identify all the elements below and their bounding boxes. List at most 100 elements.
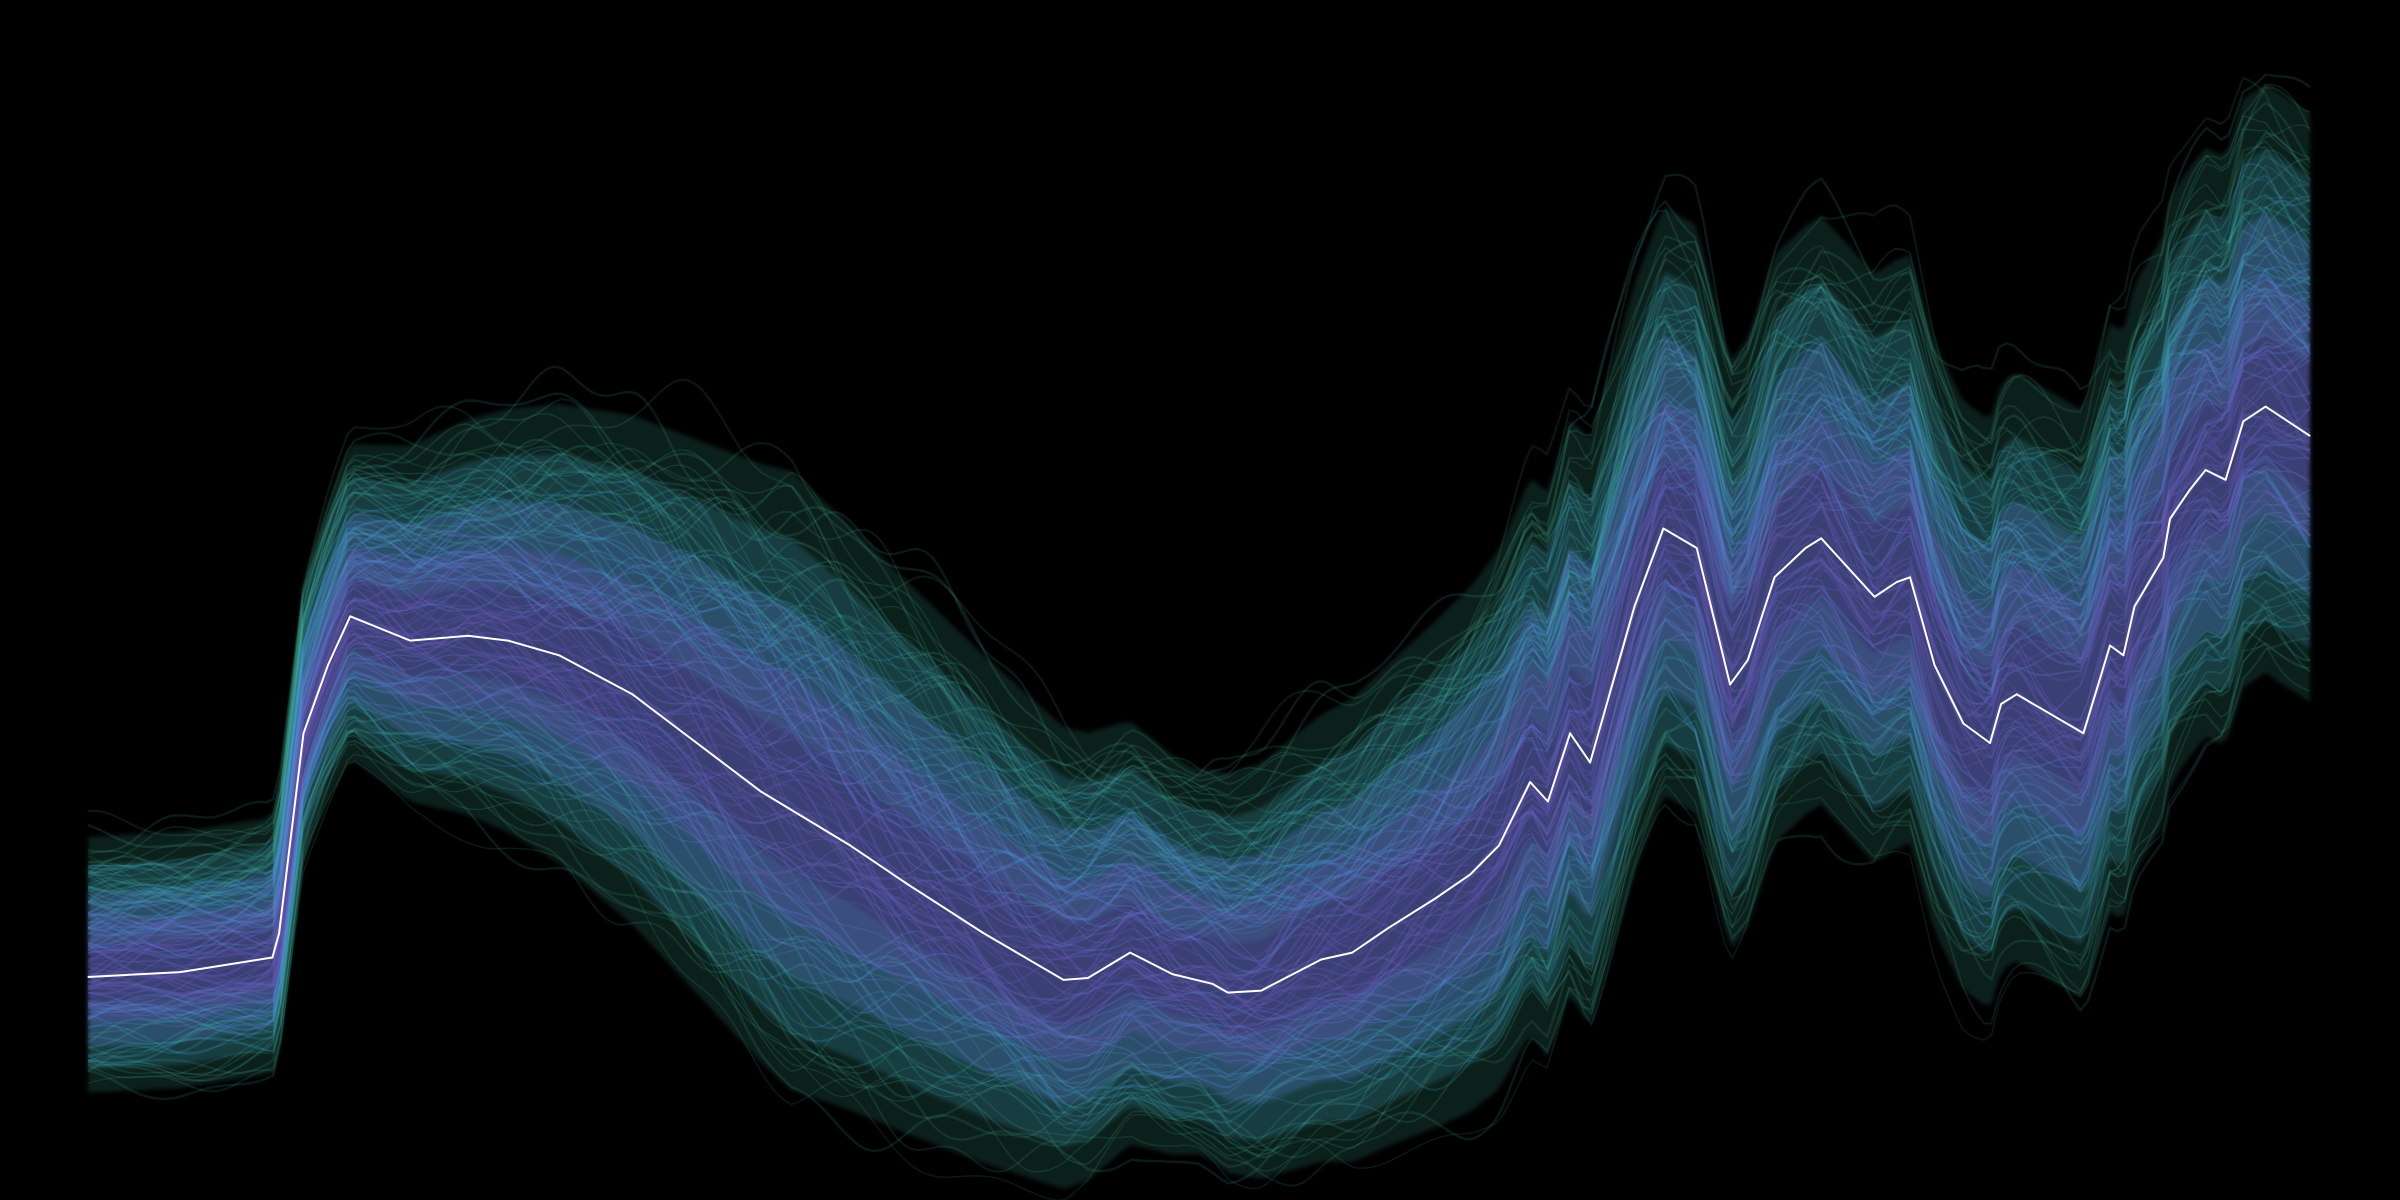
- ensemble-trace: [87, 259, 2311, 908]
- median-point-31: [1547, 800, 1549, 803]
- ensemble-trace: [87, 499, 2311, 1046]
- median-point-45: [1909, 576, 1911, 579]
- median-point-32: [1569, 732, 1571, 735]
- ensemble-band: [88, 84, 2310, 1189]
- ensemble-trace: [87, 344, 2311, 933]
- band-layer-4: [88, 334, 2310, 1033]
- ensemble-trace: [87, 606, 2311, 1139]
- median-point-4: [302, 732, 305, 735]
- ensemble-trace: [87, 616, 2311, 1185]
- ensemble-trace: [87, 266, 2311, 924]
- median-point-30: [1529, 781, 1531, 783]
- ensemble-trace: [87, 519, 2311, 1083]
- ensemble-trace: [87, 320, 2311, 989]
- median-point-11: [631, 693, 634, 696]
- median-point-34: [1633, 605, 1636, 608]
- ensemble-trace: [87, 267, 2311, 929]
- ensemble-trace: [87, 643, 2311, 1200]
- ensemble-trace: [87, 490, 2311, 1047]
- ensemble-trace: [87, 262, 2311, 951]
- ensemble-trace: [87, 76, 2311, 847]
- ensemble-trace: [87, 228, 2311, 904]
- ensemble-trace: [87, 617, 2311, 1124]
- median-point-42: [1851, 571, 1854, 574]
- median-point-54: [2122, 654, 2125, 657]
- ensemble-trace: [87, 73, 2311, 858]
- ensemble-trace: [87, 350, 2311, 944]
- ensemble-trace: [87, 454, 2311, 1054]
- ensemble-trace: [87, 321, 2311, 953]
- ensemble-trace: [87, 637, 2311, 1169]
- median-point-61: [2242, 420, 2245, 423]
- ensemble-trace: [87, 131, 2312, 896]
- ensemble-trace: [87, 316, 2311, 974]
- median-point-60: [2224, 479, 2227, 481]
- ensemble-trace: [87, 288, 2311, 946]
- ensemble-trace: [87, 101, 2312, 893]
- median-point-18: [1087, 977, 1089, 979]
- median-point-24: [1320, 958, 1322, 961]
- median-point-36: [1695, 547, 1698, 549]
- ensemble-trace: [87, 487, 2311, 1051]
- median-point-48: [1989, 742, 1991, 744]
- ensemble-trace: [87, 464, 2311, 1049]
- ensemble-trace: [87, 208, 2311, 904]
- ensemble-trace: [87, 302, 2311, 931]
- median-point-50: [2015, 693, 2018, 696]
- ensemble-trace: [87, 423, 2311, 1030]
- ensemble-trace: [87, 614, 2311, 1157]
- ensemble-trace: [87, 206, 2311, 875]
- median-point-53: [2109, 644, 2111, 647]
- median-point-26: [1387, 927, 1389, 930]
- median-point-16: [982, 932, 985, 934]
- ensemble-trace: [87, 294, 2311, 921]
- ensemble-trace: [87, 214, 2311, 903]
- ensemble-trace: [87, 279, 2311, 949]
- ensemble-trace: [87, 205, 2311, 921]
- ensemble-trace: [87, 369, 2311, 977]
- median-point-1: [179, 971, 181, 973]
- median-point-51: [2049, 713, 2051, 715]
- ensemble-trace: [87, 555, 2311, 1159]
- ensemble-trace: [87, 627, 2311, 1187]
- ensemble-trace: [87, 140, 2311, 906]
- median-point-25: [1351, 951, 1354, 954]
- ensemble-trace: [87, 443, 2311, 1034]
- ensemble-trace: [87, 340, 2311, 954]
- median-point-40: [1804, 547, 1807, 549]
- ensemble-trace: [87, 587, 2311, 1165]
- ensemble-trace: [87, 586, 2311, 1157]
- median-point-43: [1873, 596, 1876, 598]
- ensemble-trace: [87, 520, 2311, 1070]
- ensemble-trace: [87, 346, 2311, 952]
- ensemble-trace: [87, 124, 2311, 884]
- median-point-57: [2169, 518, 2171, 520]
- ensemble-trace: [87, 164, 2311, 914]
- median-point-55: [2133, 605, 2136, 608]
- median-point-14: [849, 844, 851, 847]
- median-point-8: [467, 635, 469, 637]
- median-point-49: [2000, 703, 2002, 705]
- ensemble-trace: [87, 352, 2311, 992]
- median-point-35: [1662, 527, 1665, 530]
- ensemble-traces: [87, 73, 2312, 1200]
- ensemble-trace: [87, 278, 2311, 912]
- ensemble-trace: [87, 353, 2311, 1016]
- ensemble-trace: [87, 408, 2311, 1041]
- ensemble-trace: [87, 408, 2311, 1019]
- ensemble-trace: [87, 351, 2311, 997]
- ensemble-trace: [87, 443, 2311, 1039]
- ensemble-trace: [87, 413, 2311, 983]
- ensemble-trace: [87, 229, 2311, 935]
- ensemble-trace: [87, 543, 2311, 1132]
- median-point-2: [271, 956, 274, 959]
- median-point-58: [2189, 488, 2191, 491]
- ensemble-trace: [87, 513, 2311, 1118]
- median-point-33: [1589, 761, 1591, 764]
- ensemble-trace: [87, 641, 2311, 1190]
- ensemble-trace: [87, 238, 2311, 935]
- ensemble-trace: [87, 380, 2311, 1019]
- ensemble-trace: [87, 511, 2311, 1062]
- median-series: [87, 405, 2311, 994]
